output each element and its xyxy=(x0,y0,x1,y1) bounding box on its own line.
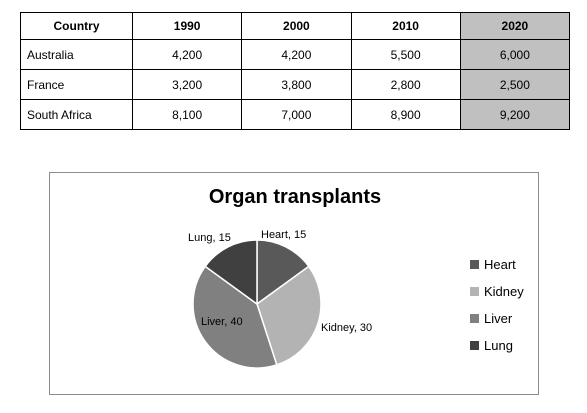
table-row: Australia 4,200 4,200 5,500 6,000 xyxy=(20,39,571,70)
country-cell: France xyxy=(20,69,133,100)
data-table: Country 1990 2000 2010 2020 Australia 4,… xyxy=(20,12,571,130)
value-cell: 8,100 xyxy=(131,99,243,130)
data-label-kidney: Kidney, 30 xyxy=(321,322,372,334)
country-cell: Australia xyxy=(20,39,133,70)
legend-swatch xyxy=(470,260,479,269)
data-label-heart: Heart, 15 xyxy=(261,229,306,241)
header-2010: 2010 xyxy=(350,12,461,40)
table-row: South Africa 8,100 7,000 8,900 9,200 xyxy=(20,99,571,130)
data-label-lung: Lung, 15 xyxy=(188,232,231,244)
pie-slice-kidney xyxy=(256,265,322,366)
data-label-liver: Liver, 40 xyxy=(201,316,243,328)
country-cell: South Africa xyxy=(20,99,133,130)
header-2000: 2000 xyxy=(241,12,352,40)
legend-label: Heart xyxy=(484,257,516,272)
value-cell: 2,800 xyxy=(350,69,461,100)
value-cell-2020: 9,200 xyxy=(459,99,571,130)
header-2020: 2020 xyxy=(459,12,571,40)
header-country: Country xyxy=(20,12,133,40)
table-header-row: Country 1990 2000 2010 2020 xyxy=(20,12,571,40)
value-cell: 3,200 xyxy=(131,69,243,100)
pie-plot: Heart, 15 Kidney, 30 Liver, 40 Lung, 15 xyxy=(188,229,372,369)
pie-chart: Organ transplants Heart, 15 Kidney, 30 Liv… xyxy=(49,172,539,395)
value-cell: 5,500 xyxy=(350,39,461,70)
value-cell: 7,000 xyxy=(241,99,352,130)
pie-slice-lung xyxy=(204,239,258,306)
value-cell: 8,900 xyxy=(350,99,461,130)
value-cell: 4,200 xyxy=(241,39,352,70)
legend-label: Liver xyxy=(484,311,513,326)
value-cell-2020: 2,500 xyxy=(459,69,571,100)
legend-swatch xyxy=(470,314,479,323)
legend-label: Lung xyxy=(484,338,513,353)
table-row: France 3,200 3,800 2,800 2,500 xyxy=(20,69,571,100)
chart-title: Organ transplants xyxy=(208,186,382,208)
pie-slice-liver xyxy=(192,265,278,369)
value-cell-2020: 6,000 xyxy=(459,39,571,70)
value-cell: 4,200 xyxy=(131,39,243,70)
legend-label: Kidney xyxy=(484,284,524,299)
legend-swatch xyxy=(470,341,479,350)
pie-slice-heart xyxy=(256,239,310,306)
value-cell: 3,800 xyxy=(241,69,352,100)
legend-swatch xyxy=(470,287,479,296)
header-1990: 1990 xyxy=(131,12,243,40)
